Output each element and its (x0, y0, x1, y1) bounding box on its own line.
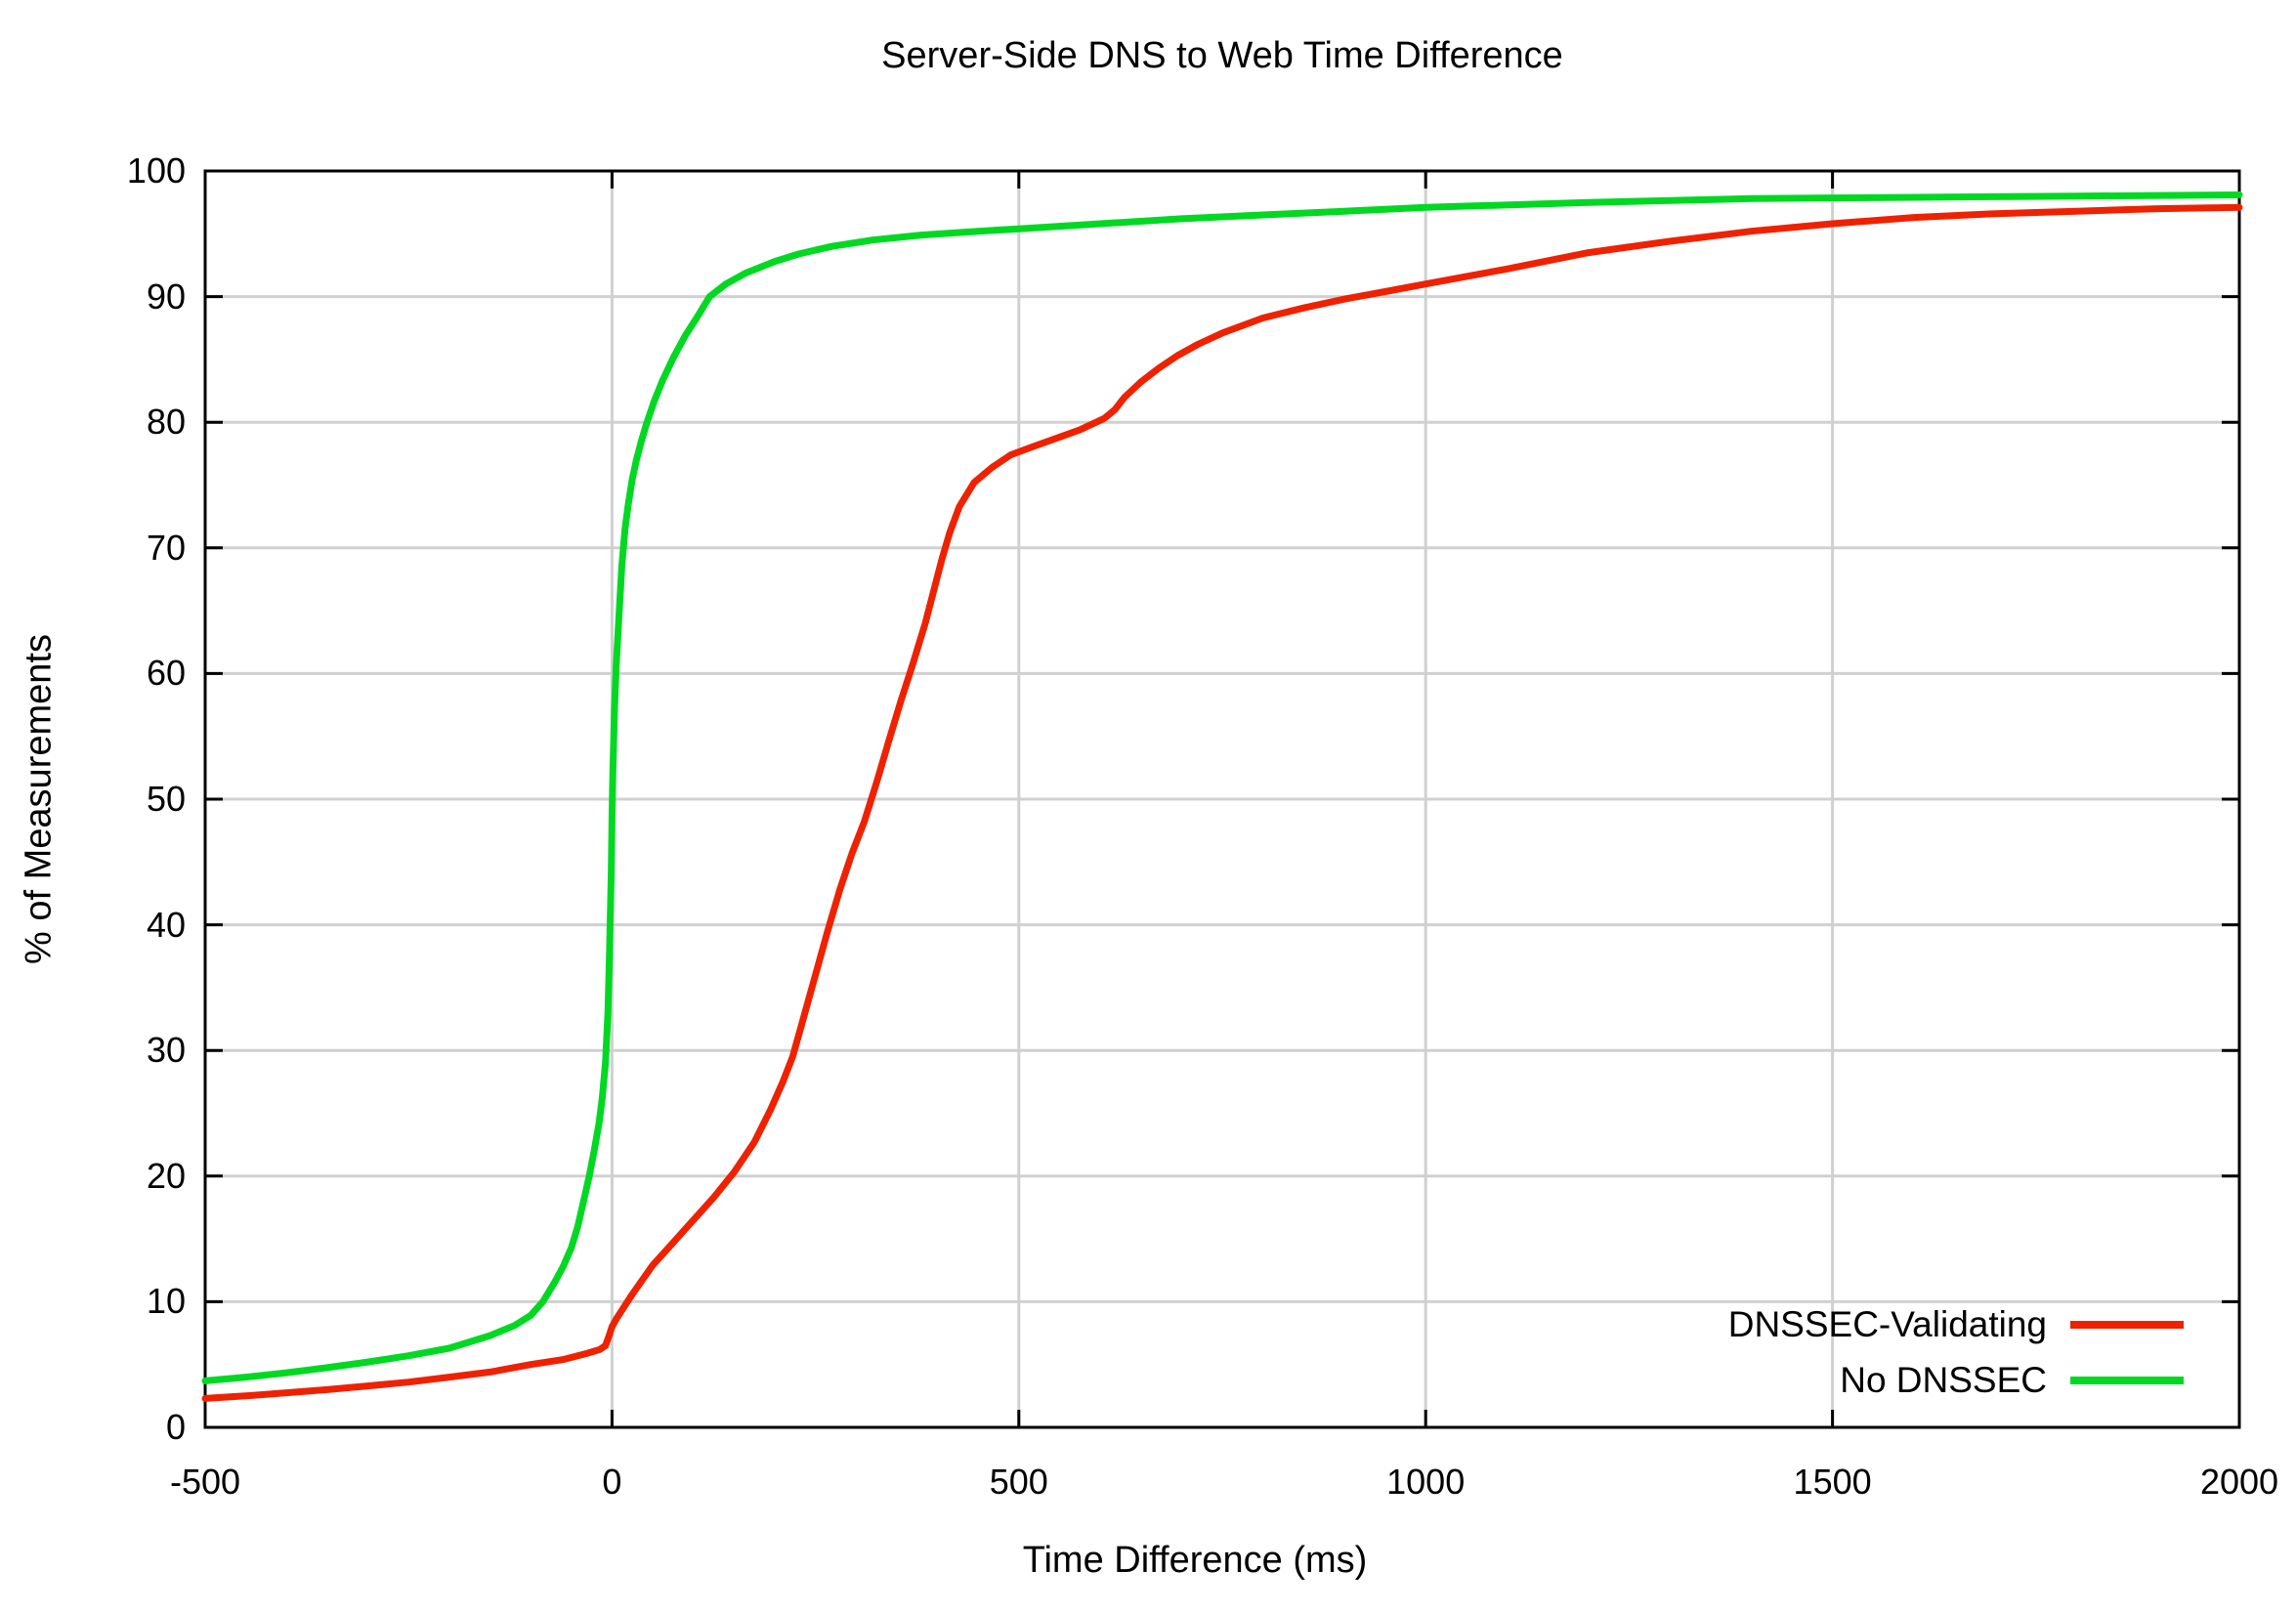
y-tick-label: 60 (146, 653, 186, 694)
y-tick-label: 10 (146, 1281, 186, 1322)
y-tick-label: 70 (146, 527, 186, 568)
legend-item-dnssec-validating: DNSSEC-Validating (1728, 1296, 2184, 1352)
y-tick-label: 20 (146, 1155, 186, 1196)
y-tick-label: 50 (146, 779, 186, 819)
legend-label-dnssec-validating: DNSSEC-Validating (1727, 1303, 2047, 1344)
x-tick-label: 500 (989, 1462, 1048, 1502)
chart-title: Server-Side DNS to Web Time Difference (881, 35, 1563, 76)
y-tick-label: 100 (126, 150, 186, 191)
legend-item-no-dnssec: No DNSSEC (1728, 1352, 2184, 1408)
x-tick-label: 1000 (1386, 1462, 1466, 1502)
legend-line-sample-red (2070, 1320, 2184, 1329)
legend-line-sample-green (2070, 1376, 2184, 1384)
y-tick-label: 0 (165, 1407, 186, 1447)
x-tick-label: 1500 (1793, 1462, 1872, 1502)
series-curve-1 (201, 191, 2243, 1384)
y-tick-label: 90 (146, 276, 186, 317)
legend: DNSSEC-Validating No DNSSEC (1728, 1296, 2184, 1408)
y-tick-label: 30 (146, 1030, 186, 1071)
x-axis-label: Time Difference (ms) (1022, 1540, 1368, 1581)
legend-label-no-dnssec: No DNSSEC (1840, 1359, 2047, 1400)
y-tick-label: 40 (146, 904, 186, 945)
y-tick-label: 80 (146, 402, 186, 443)
x-tick-label: -500 (169, 1462, 241, 1502)
x-tick-label: 0 (602, 1462, 622, 1502)
series-curve-0 (201, 203, 2243, 1402)
x-tick-label: 2000 (2199, 1462, 2279, 1502)
